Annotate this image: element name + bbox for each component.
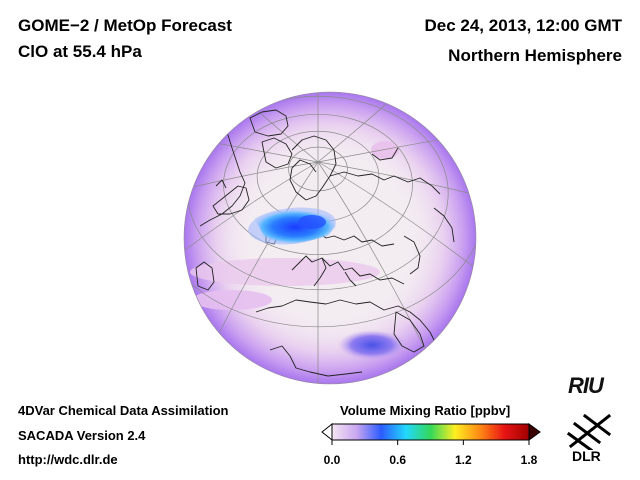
clo-rim-band (184, 92, 476, 384)
species-label: ClO at 55.4 hPa (18, 42, 142, 61)
colorbar-tick-label: 0.6 (389, 453, 406, 467)
clo-atlantic-patch (192, 290, 272, 310)
colorbar-tick-label: 0.0 (323, 453, 341, 467)
colorbar-tick-label: 1.2 (454, 453, 472, 467)
colorbar-tick-label: 1.8 (520, 453, 538, 467)
model-version-label: SACADA Version 2.4 (18, 428, 146, 443)
url-link[interactable]: http://wdc.dlr.de (18, 452, 118, 467)
clo-africa-patch (338, 330, 406, 360)
clo-maximum-blob (248, 207, 336, 245)
region-label: Northern Hemisphere (448, 46, 622, 65)
method-label: 4DVar Chemical Data Assimilation (18, 403, 229, 418)
datetime-label: Dec 24, 2013, 12:00 GMT (424, 16, 622, 35)
dlr-logo-text: DLR (572, 448, 601, 464)
clo-siberia-patch (371, 141, 399, 159)
product-title: GOME−2 / MetOp Forecast (18, 16, 232, 35)
colorbar-title: Volume Mixing Ratio [ppbv] (340, 403, 511, 418)
globe-outline (183, 91, 477, 385)
dlr-logo-icon (566, 413, 612, 450)
riu-logo: RIU (568, 373, 604, 398)
